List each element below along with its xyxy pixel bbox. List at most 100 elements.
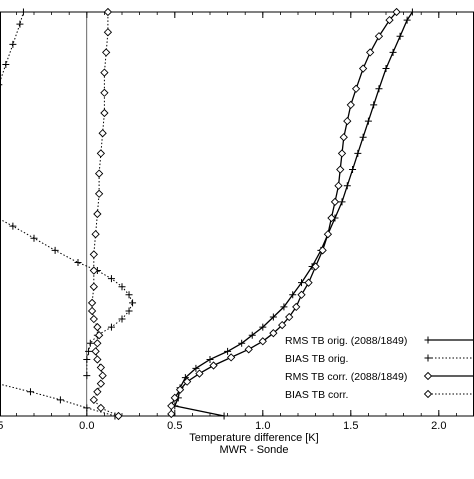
legend-marker	[424, 336, 432, 344]
data-point	[94, 331, 104, 340]
data-point	[175, 385, 185, 394]
data-point	[366, 48, 375, 57]
data-point	[93, 209, 102, 219]
data-point	[382, 65, 390, 73]
series-3	[87, 7, 123, 421]
series-1	[0, 8, 137, 420]
data-point	[338, 198, 346, 206]
data-point	[226, 353, 236, 362]
data-point	[102, 48, 111, 57]
data-point	[89, 314, 98, 324]
x-axis-sublabel: MWR - Sonde	[219, 444, 288, 456]
data-point	[304, 278, 313, 287]
data-point	[2, 61, 10, 69]
data-point	[244, 345, 253, 354]
data-point	[343, 116, 352, 126]
data-point	[107, 275, 115, 283]
data-point	[100, 108, 109, 118]
series-2	[167, 7, 401, 419]
data-point	[311, 262, 320, 271]
data-point	[93, 322, 102, 332]
x-tick-label: .5	[0, 420, 3, 432]
x-tick-label: 0.5	[167, 420, 182, 432]
data-point	[349, 166, 357, 174]
data-point	[297, 290, 306, 299]
data-point	[96, 363, 106, 372]
data-point	[206, 355, 214, 363]
data-point	[93, 339, 102, 348]
data-point	[359, 133, 367, 141]
data-point	[285, 312, 294, 322]
data-point	[83, 372, 91, 380]
data-point	[85, 347, 93, 355]
data-point	[278, 320, 287, 330]
x-tick-label: 0.0	[79, 420, 94, 432]
data-point	[392, 7, 401, 17]
data-point	[269, 329, 278, 338]
legend-marker	[423, 389, 433, 399]
data-point	[100, 68, 109, 77]
data-point	[396, 32, 404, 40]
data-point	[259, 323, 267, 331]
data-point	[26, 388, 34, 396]
data-point	[107, 323, 115, 331]
data-point	[209, 361, 218, 370]
legend: RMS TB orig. (2088/1849) BIAS TB orig. RMS…	[285, 335, 474, 401]
axes-group: .5 0.0 0.5 1.0 1.5 2.0	[0, 11, 474, 432]
data-point	[56, 396, 64, 404]
data-point	[100, 88, 109, 97]
legend-label: BIAS TB corr.	[285, 389, 348, 401]
data-point	[364, 117, 372, 125]
data-point	[327, 213, 336, 223]
data-point	[30, 234, 38, 242]
data-point	[125, 291, 133, 299]
data-point	[9, 40, 17, 48]
data-point	[9, 222, 17, 230]
data-point	[89, 395, 98, 404]
data-point	[91, 230, 100, 239]
series-line	[0, 383, 116, 417]
data-point	[334, 181, 343, 190]
data-point	[336, 165, 345, 174]
data-point	[118, 283, 126, 291]
data-point	[129, 299, 137, 307]
data-point	[83, 404, 91, 412]
data-point	[389, 48, 397, 56]
data-point	[114, 411, 123, 421]
data-point	[339, 133, 348, 142]
data-point	[248, 331, 256, 339]
x-axis-label: Temperature difference [K]	[189, 432, 318, 444]
data-point	[385, 15, 394, 25]
data-point	[93, 355, 102, 364]
data-point	[374, 32, 384, 41]
data-point	[93, 387, 102, 396]
legend-label: RMS TB corr. (2088/1849)	[285, 371, 407, 383]
data-point	[125, 307, 133, 315]
data-point	[19, 8, 27, 16]
data-point	[238, 339, 246, 347]
legend-marker	[424, 354, 432, 362]
data-point	[292, 302, 301, 312]
data-point	[343, 182, 351, 190]
data-point	[318, 246, 327, 255]
data-point	[167, 409, 176, 419]
data-point	[258, 337, 267, 346]
data-point	[298, 279, 306, 287]
data-point	[16, 20, 24, 28]
data-point	[337, 149, 347, 158]
legend-label: BIAS TB orig.	[285, 353, 348, 365]
data-point	[375, 85, 383, 93]
data-point	[89, 266, 98, 275]
data-point	[195, 369, 204, 378]
data-point	[182, 377, 192, 386]
data-point	[94, 169, 104, 178]
data-point	[96, 379, 106, 388]
data-point	[89, 282, 98, 291]
data-point	[103, 7, 113, 17]
data-point	[224, 347, 232, 355]
data-point	[192, 364, 200, 372]
axis-labels: Temperature difference [K] MWR - Sonde	[189, 432, 318, 456]
data-point	[86, 339, 94, 347]
